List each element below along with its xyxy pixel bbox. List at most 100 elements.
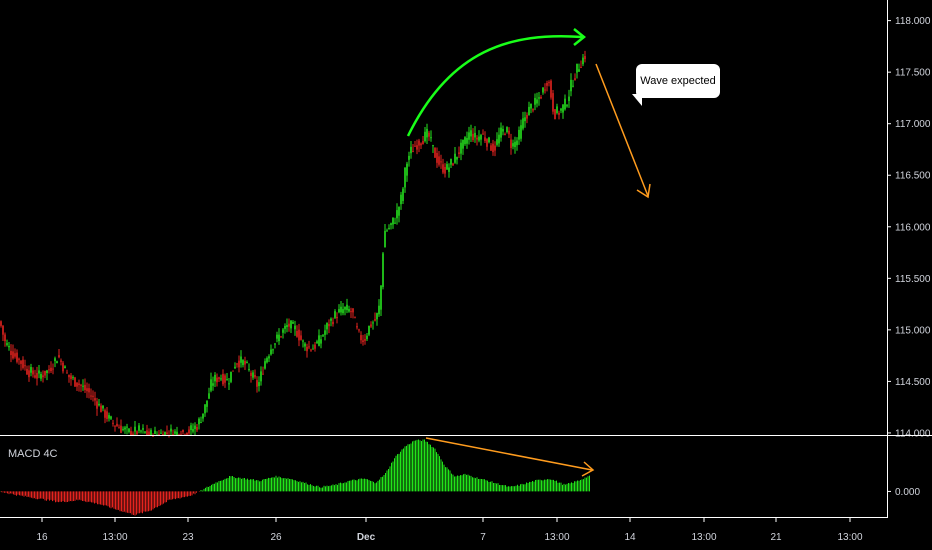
candle-body <box>282 329 284 333</box>
candle-body <box>250 372 252 376</box>
candle-body <box>122 428 124 430</box>
candle-body <box>148 431 150 435</box>
candle-body <box>524 117 526 122</box>
time-tick-label: 26 <box>270 532 282 543</box>
candle-body <box>474 132 476 138</box>
candle-body <box>278 334 280 342</box>
candle-body <box>428 132 430 137</box>
candle-body <box>290 320 292 329</box>
candle-body <box>392 217 394 225</box>
candle-body <box>310 349 312 351</box>
candle-body <box>208 393 210 399</box>
price-tick-label: 115.000 <box>895 325 931 336</box>
candle-body <box>570 79 572 92</box>
candle-body <box>50 367 52 372</box>
candle-body <box>482 133 484 135</box>
candle-body <box>542 87 544 93</box>
candle-body <box>14 353 16 357</box>
orange-divergence-arrow <box>425 437 593 471</box>
candle-body <box>124 427 126 430</box>
candle-body <box>554 109 556 120</box>
candle-body <box>108 415 110 419</box>
candle-body <box>442 164 444 173</box>
candle-body <box>506 127 508 133</box>
candle-body <box>556 106 558 113</box>
candle-body <box>368 325 370 335</box>
time-tick-label: 13:00 <box>544 532 569 543</box>
candle-body <box>284 325 286 329</box>
candle-body <box>402 188 404 201</box>
candle-body <box>204 404 206 414</box>
candle-body <box>168 436 170 438</box>
candle-body <box>254 374 256 378</box>
candle-body <box>114 425 116 427</box>
candle-body <box>264 361 266 369</box>
candle-body <box>314 344 316 349</box>
price-tick-label: 116.000 <box>895 222 931 233</box>
candle-body <box>300 335 302 340</box>
candle-body <box>26 368 28 375</box>
candle-body <box>536 99 538 104</box>
candle-body <box>202 413 204 419</box>
candle-body <box>64 366 66 369</box>
macd-tick-label: 0.000 <box>895 487 920 498</box>
candle-body <box>448 167 450 172</box>
candle-body <box>356 326 358 328</box>
candle-body <box>44 370 46 376</box>
candle-body <box>230 371 232 382</box>
candle-body <box>244 360 246 365</box>
price-tick-label: 116.500 <box>895 171 931 182</box>
candle-body <box>48 369 50 371</box>
candle-body <box>304 343 306 347</box>
candle-body <box>338 309 340 313</box>
candle-body <box>220 378 222 380</box>
candle-body <box>332 321 334 325</box>
green-arc-arrow <box>406 35 583 137</box>
candle-body <box>180 434 182 436</box>
candle-body <box>6 343 8 345</box>
candle-body <box>12 351 14 359</box>
candle-body <box>316 341 318 344</box>
candle-body <box>110 416 112 419</box>
candle-body <box>154 430 156 434</box>
price-tick-label: 115.500 <box>895 274 931 285</box>
candle-body <box>560 108 562 111</box>
candle-body <box>80 384 82 386</box>
candle-body <box>166 432 168 435</box>
candle-body <box>52 368 54 370</box>
candle-body <box>412 151 414 153</box>
candle-body <box>54 358 56 362</box>
candle-body <box>22 359 24 368</box>
candle-body <box>488 137 490 143</box>
candle-body <box>218 377 220 379</box>
candle-body <box>398 207 400 216</box>
candle-body <box>502 128 504 132</box>
candle-body <box>90 395 92 397</box>
candle-body <box>396 210 398 219</box>
candle-body <box>10 350 12 356</box>
candle-body <box>498 134 500 144</box>
candle-body <box>158 434 160 436</box>
candle-body <box>296 330 298 337</box>
orange-down-arrowhead <box>636 183 651 199</box>
candle-body <box>30 367 32 373</box>
candle-body <box>192 428 194 432</box>
candle-body <box>132 433 134 435</box>
candle-body <box>526 114 528 119</box>
candle-body <box>386 230 388 232</box>
candle-body <box>98 403 100 406</box>
candle-body <box>444 167 446 174</box>
candle-body <box>472 133 474 141</box>
candle-body <box>292 322 294 324</box>
candle-body <box>188 429 190 434</box>
candle-body <box>504 133 506 135</box>
candle-body <box>32 370 34 375</box>
candle-body <box>70 375 72 380</box>
candle-body <box>104 410 106 418</box>
price-tick-label: 117.500 <box>895 68 931 79</box>
candle-body <box>540 97 542 99</box>
price-tick-label: 114.500 <box>895 377 931 388</box>
candle-body <box>334 311 336 318</box>
candle-body <box>96 401 98 409</box>
